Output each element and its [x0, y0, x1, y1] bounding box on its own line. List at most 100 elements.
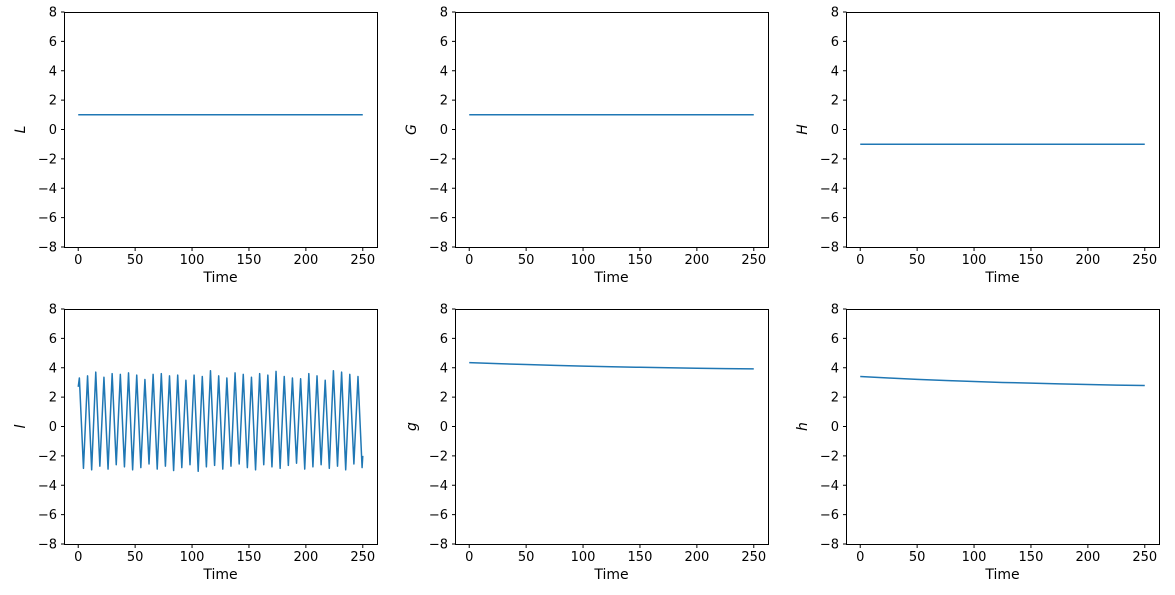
y-tick-label: −2	[429, 152, 448, 167]
y-tick-label: 2	[831, 391, 839, 406]
y-tick-label: 6	[49, 35, 57, 50]
y-tick-label: −2	[820, 449, 839, 464]
y-tick-label: 2	[49, 391, 57, 406]
subplot-H: 0 50 100 150 200 250 −8 −6 −4 −2 0 2 4 6 8 Time H	[782, 0, 1173, 297]
x-tick-label: 100	[962, 253, 987, 268]
x-tick-label: 150	[1019, 550, 1044, 565]
y-tick-label: 6	[440, 35, 448, 50]
y-tick-label: 8	[440, 303, 448, 318]
y-tick-label: 0	[831, 420, 839, 435]
y-tick-label: 6	[831, 35, 839, 50]
x-tick-label: 0	[74, 550, 82, 565]
y-axis-label: H	[795, 124, 811, 135]
x-axis-label: Time	[202, 270, 237, 286]
x-tick-label: 250	[350, 550, 375, 565]
y-tick-label: 2	[440, 391, 448, 406]
axes-frame	[846, 309, 1160, 545]
x-tick-label: 50	[909, 550, 926, 565]
y-tick-label: −6	[429, 211, 448, 226]
y-tick-label: −8	[429, 538, 448, 553]
subplot-h-lower: 0 50 100 150 200 250 −8 −6 −4 −2 0 2 4 6 8 Time h	[782, 297, 1173, 594]
y-tick-label: 0	[831, 123, 839, 138]
y-tick-label: 4	[831, 361, 839, 376]
x-tick-label: 200	[1075, 550, 1100, 565]
y-tick-label: 4	[49, 361, 57, 376]
x-tick-label: 50	[127, 253, 144, 268]
y-tick-label: 2	[831, 94, 839, 109]
y-tick-label: −8	[429, 241, 448, 256]
subplot-g-lower: 0 50 100 150 200 250 −8 −6 −4 −2 0 2 4 6 8 Time g	[391, 297, 782, 594]
subplot-G: 0 50 100 150 200 250 −8 −6 −4 −2 0 2 4 6 8 Time G	[391, 0, 782, 297]
plot-canvas: 0 50 100 150 200 250 −8 −6 −4 −2 0 2 4 6 8 Time g	[404, 303, 769, 583]
y-tick-label: −2	[429, 449, 448, 464]
data-line-h	[860, 375, 1145, 387]
plot-canvas: 0 50 100 150 200 250 −8 −6 −4 −2 0 2 4 6 8 Time h	[795, 303, 1160, 583]
y-tick-label: 8	[440, 6, 448, 21]
y-tick-label: −8	[820, 538, 839, 553]
x-tick-label: 0	[465, 253, 473, 268]
y-tick-label: 6	[831, 332, 839, 347]
y-tick-label: 4	[49, 64, 57, 79]
y-tick-label: 8	[49, 6, 57, 21]
y-tick-label: 8	[49, 303, 57, 318]
x-tick-label: 200	[684, 550, 709, 565]
y-tick-label: −6	[429, 508, 448, 523]
y-axis-label: G	[404, 124, 420, 135]
y-tick-label: 0	[440, 420, 448, 435]
x-tick-label: 100	[180, 550, 205, 565]
y-axis-label: g	[404, 422, 420, 431]
y-axis-label: L	[13, 126, 29, 134]
x-tick-label: 150	[628, 253, 653, 268]
x-tick-label: 0	[856, 550, 864, 565]
x-tick-label: 100	[571, 253, 596, 268]
plot-canvas: 0 50 100 150 200 250 −8 −6 −4 −2 0 2 4 6 8 Time H	[795, 6, 1160, 286]
axes-frame	[455, 12, 769, 248]
y-tick-label: 2	[49, 94, 57, 109]
x-tick-label: 0	[465, 550, 473, 565]
plot-canvas: 0 50 100 150 200 250 −8 −6 −4 −2 0 2 4 6 8 Time G	[404, 6, 769, 286]
x-axis-label: Time	[984, 270, 1019, 286]
x-tick-label: 50	[909, 253, 926, 268]
y-tick-label: −4	[820, 479, 839, 494]
x-tick-label: 50	[518, 253, 535, 268]
x-axis-label: Time	[202, 567, 237, 583]
y-tick-label: −4	[38, 182, 57, 197]
x-tick-label: 200	[684, 253, 709, 268]
x-tick-label: 200	[293, 550, 318, 565]
y-tick-label: 0	[49, 123, 57, 138]
y-tick-label: 6	[440, 332, 448, 347]
x-axis-label: Time	[593, 270, 628, 286]
y-axis-label: h	[795, 422, 811, 431]
y-tick-label: 4	[440, 361, 448, 376]
x-axis-label: Time	[984, 567, 1019, 583]
x-axis-label: Time	[593, 567, 628, 583]
x-tick-label: 250	[1132, 253, 1157, 268]
y-tick-label: −6	[38, 211, 57, 226]
y-tick-label: −4	[820, 182, 839, 197]
axes-frame	[455, 309, 769, 545]
y-tick-label: −2	[820, 152, 839, 167]
plot-canvas: 0 50 100 150 200 250 −8 −6 −4 −2 0 2 4 6 8 Time l	[13, 303, 378, 583]
x-tick-label: 50	[127, 550, 144, 565]
x-tick-label: 100	[180, 253, 205, 268]
x-tick-label: 0	[74, 253, 82, 268]
y-tick-label: −6	[38, 508, 57, 523]
data-line-g	[469, 361, 754, 370]
data-line-l	[77, 369, 364, 473]
subplot-L: 0 50 100 150 200 250 −8 −6 −4 −2 0 2 4 6 8 Time L	[0, 0, 391, 297]
y-tick-label: −2	[38, 152, 57, 167]
x-tick-label: 200	[293, 253, 318, 268]
y-tick-label: 4	[831, 64, 839, 79]
x-tick-label: 200	[1075, 253, 1100, 268]
y-tick-label: −2	[38, 449, 57, 464]
x-tick-label: 150	[1019, 253, 1044, 268]
y-tick-label: −6	[820, 508, 839, 523]
x-tick-label: 100	[571, 550, 596, 565]
y-tick-label: −8	[38, 241, 57, 256]
y-axis-label: l	[13, 424, 29, 428]
x-tick-label: 150	[237, 550, 262, 565]
axes-frame	[64, 12, 378, 248]
y-tick-label: 8	[831, 303, 839, 318]
y-tick-label: −8	[38, 538, 57, 553]
